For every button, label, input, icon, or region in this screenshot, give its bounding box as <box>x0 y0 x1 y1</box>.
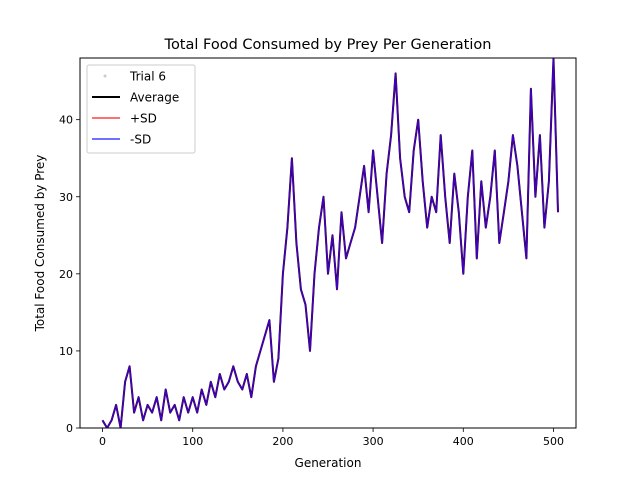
x-tick-label: 0 <box>99 435 106 448</box>
chart-title: Total Food Consumed by Prey Per Generati… <box>164 37 492 53</box>
legend-label: Trial 6 <box>129 70 166 84</box>
x-tick-label: 100 <box>182 435 203 448</box>
legend-items: Trial 6 Average +SD -SD <box>92 70 179 147</box>
x-tick-label: 500 <box>543 435 564 448</box>
y-tick-label: 30 <box>59 191 73 204</box>
y-axis-label: Total Food Consumed by Prey <box>33 155 47 333</box>
legend-marker <box>103 74 107 78</box>
legend-label: +SD <box>130 112 157 126</box>
legend: Trial 6 Average +SD -SD <box>86 64 196 154</box>
x-axis-label: Generation <box>295 456 362 470</box>
x-tick-label: 200 <box>272 435 293 448</box>
x-tick-label: 400 <box>453 435 474 448</box>
x-tick-label: 300 <box>363 435 384 448</box>
legend-box <box>86 64 196 154</box>
y-tick-label: 10 <box>59 345 73 358</box>
plot-frame <box>79 57 577 429</box>
y-tick-label: 0 <box>66 422 73 435</box>
series-minus-sd <box>101 58 559 428</box>
plot-lines <box>101 58 559 428</box>
y-axis-ticks: 0 10 20 30 40 <box>59 114 80 435</box>
plot-series <box>101 58 559 428</box>
legend-label: Average <box>130 91 179 105</box>
x-axis-ticks: 0 100 200 300 400 500 <box>99 428 564 448</box>
y-tick-label: 40 <box>59 114 73 127</box>
legend-label: -SD <box>130 133 151 147</box>
y-tick-label: 20 <box>59 268 73 281</box>
